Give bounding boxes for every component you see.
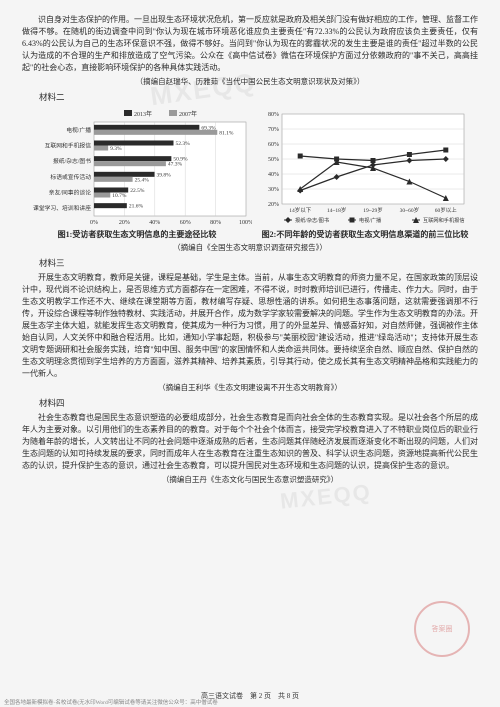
credit-3: （摘编自王利华《生态文明建设离不开生态文明教育》）	[22, 382, 478, 393]
svg-text:20%: 20%	[119, 220, 130, 226]
label-material-2: 材料二	[22, 91, 478, 104]
svg-text:22.5%: 22.5%	[130, 188, 145, 194]
svg-text:2013年: 2013年	[134, 110, 152, 118]
svg-text:互联网和手机报信: 互联网和手机报信	[45, 142, 92, 150]
svg-text:亲友/同事的谈论: 亲友/同事的谈论	[49, 189, 91, 197]
svg-text:39.8%: 39.8%	[156, 172, 171, 178]
svg-text:21.6%: 21.6%	[129, 204, 144, 210]
svg-text:60岁以上: 60岁以上	[435, 206, 458, 214]
svg-text:52.3%: 52.3%	[175, 141, 190, 147]
svg-text:报纸/杂志/图书: 报纸/杂志/图书	[53, 157, 91, 165]
svg-text:互联网和手机报信: 互联网和手机报信	[423, 216, 465, 224]
svg-text:2007年: 2007年	[179, 110, 197, 118]
svg-text:60%: 60%	[268, 142, 279, 148]
paragraph-3: 开展生态文明教育，教师是关键，课程是基础，学生是主体。当前，从事生态文明教育的师…	[22, 272, 478, 380]
paragraph-4: 社会生态教育也是国民生态意识塑造的必要组成部分，社会生态教育是而向社会全体的生态…	[22, 412, 478, 472]
credit-4: （摘编自王丹《生态文化与国民生态意识塑造研究》）	[22, 474, 478, 485]
svg-text:10.7%: 10.7%	[112, 193, 127, 199]
credit-1: （摘编自赵瑞华、历雅茹《当代中国公民生态文明意识现状及对策》）	[22, 76, 478, 87]
svg-text:电视/广播: 电视/广播	[66, 126, 91, 134]
svg-text:80%: 80%	[268, 112, 279, 118]
svg-text:14岁以下: 14岁以下	[289, 206, 312, 214]
paragraph-1: 识自身对生态保护的作用。一旦出现生态环境状况危机，第一反应就是政府及相关部门没有…	[22, 14, 478, 74]
svg-text:70%: 70%	[268, 127, 279, 133]
svg-text:标语或宣传活动: 标语或宣传活动	[50, 173, 91, 181]
svg-text:25.4%: 25.4%	[135, 177, 150, 183]
charts-credit: （摘编自《全国生态文明意识调查研究报告》）	[22, 242, 478, 253]
svg-text:报纸/杂志/图书: 报纸/杂志/图书	[295, 216, 329, 224]
svg-text:30~60岁: 30~60岁	[400, 206, 419, 214]
svg-text:60%: 60%	[180, 220, 191, 226]
chart2-title: 图2:不同年龄的受访者获取生态文明信息渠道的前三位比较	[262, 230, 469, 240]
svg-text:30%: 30%	[268, 187, 279, 193]
svg-text:课堂学习、培训和讲座: 课堂学习、培训和讲座	[33, 204, 91, 212]
chart1-title: 图1:受访者获取生态文明信息的主要途径比较	[58, 230, 217, 240]
svg-text:100%: 100%	[239, 220, 252, 226]
svg-text:47.3%: 47.3%	[168, 162, 183, 168]
label-material-3: 材料三	[22, 257, 478, 270]
svg-text:19~29岁: 19~29岁	[363, 206, 382, 214]
seal-stamp: 答案圈	[414, 601, 470, 657]
svg-text:电视/广播: 电视/广播	[359, 216, 382, 224]
svg-text:0%: 0%	[90, 220, 98, 226]
chart-1: 0%20%40%60%80%100%2013年2007年电视/广播69.3%81…	[22, 108, 252, 240]
charts-row: 0%20%40%60%80%100%2013年2007年电视/广播69.3%81…	[22, 108, 478, 240]
svg-text:20%: 20%	[268, 202, 279, 208]
svg-text:50%: 50%	[268, 157, 279, 163]
chart-2: 20% 30% 40% 50% 60% 70% 80% 14岁以下 14~18岁 19~29岁 30…	[260, 108, 470, 240]
svg-text:14~18岁: 14~18岁	[327, 206, 346, 214]
svg-text:80%: 80%	[210, 220, 221, 226]
svg-text:40%: 40%	[268, 172, 279, 178]
footer-small: 全国各地最新模拟卷·名校试卷(无水印Word可编辑试卷等请关注微信公众号：高中僧…	[4, 699, 218, 707]
label-material-4: 材料四	[22, 397, 478, 410]
svg-text:81.1%: 81.1%	[219, 130, 234, 136]
svg-text:40%: 40%	[149, 220, 160, 226]
svg-text:9.3%: 9.3%	[110, 146, 122, 152]
